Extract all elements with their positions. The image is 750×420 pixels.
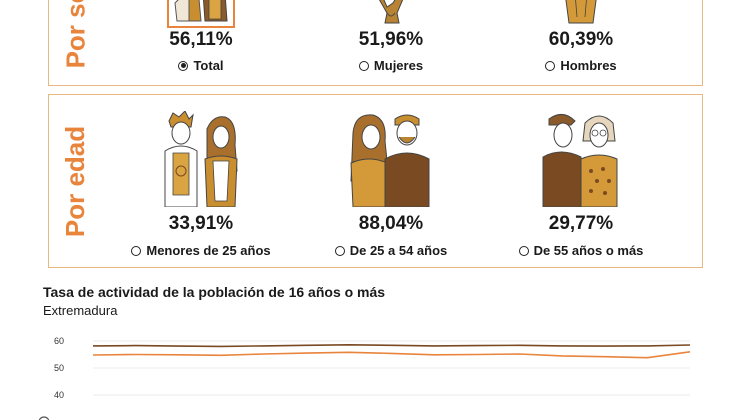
series-line-0 [92, 343, 691, 348]
section-label-edad: Por edad [60, 125, 91, 237]
radio-mujeres[interactable]: Mujeres [301, 58, 481, 73]
elderly-couple-icon [542, 114, 618, 207]
percentage-hombres: 60,39% [548, 29, 614, 50]
radio-unchecked-icon[interactable] [131, 245, 142, 256]
radio-label-hombres: Hombres [560, 58, 617, 73]
radio-unchecked-icon[interactable] [518, 245, 529, 256]
chart-control-icon[interactable] [38, 416, 50, 420]
adults-couple-icon [350, 114, 430, 207]
radio-unchecked-icon[interactable] [334, 245, 345, 256]
chart-grid [93, 340, 690, 396]
y-tick-label: 40 [54, 390, 64, 400]
y-axis-ticks: 40 50 60 [54, 336, 64, 400]
chart-subtitle: Extremadura [43, 303, 118, 318]
percentage-mujeres: 51,96% [358, 29, 424, 50]
radio-hombres[interactable]: Hombres [491, 58, 671, 73]
radio-55-mas[interactable]: De 55 años o más [491, 243, 671, 258]
percentage-55-mas: 29,77% [548, 213, 614, 234]
radio-menores-25[interactable]: Menores de 25 años [111, 243, 291, 258]
percentage-menores-25: 33,91% [168, 213, 234, 234]
series-line-1 [92, 351, 691, 359]
option-menores-25[interactable]: 33,91% Menores de 25 años [111, 111, 291, 258]
percentage-total: 56,11% [169, 29, 233, 50]
radio-25-54[interactable]: De 25 a 54 años [301, 243, 481, 258]
radio-total[interactable]: Total [111, 58, 291, 73]
man-icon [565, 0, 597, 24]
activity-rate-line-chart: 40 50 60 [38, 336, 691, 420]
option-total[interactable]: 56,11% Total [111, 0, 291, 73]
woman-icon [378, 0, 404, 24]
radio-label-25-54: De 25 a 54 años [349, 243, 448, 258]
radio-label-menores-25: Menores de 25 años [146, 243, 271, 258]
option-25-54[interactable]: 88,04% De 25 a 54 años [301, 111, 481, 258]
percentage-25-54: 88,04% [358, 213, 424, 234]
radio-checked-icon[interactable] [178, 60, 189, 71]
option-hombres[interactable]: 60,39% Hombres [491, 0, 671, 73]
radio-unchecked-icon[interactable] [545, 60, 556, 71]
radio-label-mujeres: Mujeres [373, 58, 424, 73]
option-55-mas[interactable]: 29,77% De 55 años o más [491, 111, 671, 258]
young-people-icon [164, 111, 238, 207]
y-tick-label: 60 [54, 336, 64, 346]
chart-title: Tasa de actividad de la población de 16 … [43, 284, 386, 300]
radio-unchecked-icon[interactable] [358, 60, 369, 71]
section-label-sexo: Por sexo [60, 0, 91, 68]
y-tick-label: 50 [54, 363, 64, 373]
chart-series [92, 343, 691, 359]
panel-por-edad: Por edad 33,91% Menores de 25 años [48, 94, 703, 268]
radio-label-total: Total [193, 58, 224, 73]
radio-label-55-mas: De 55 años o más [533, 243, 644, 258]
option-mujeres[interactable]: 51,96% Mujeres [301, 0, 481, 73]
panel-por-sexo: Por sexo 56,11% Total 51,96% Mujeres [48, 0, 703, 86]
people-group-icon [167, 0, 235, 28]
